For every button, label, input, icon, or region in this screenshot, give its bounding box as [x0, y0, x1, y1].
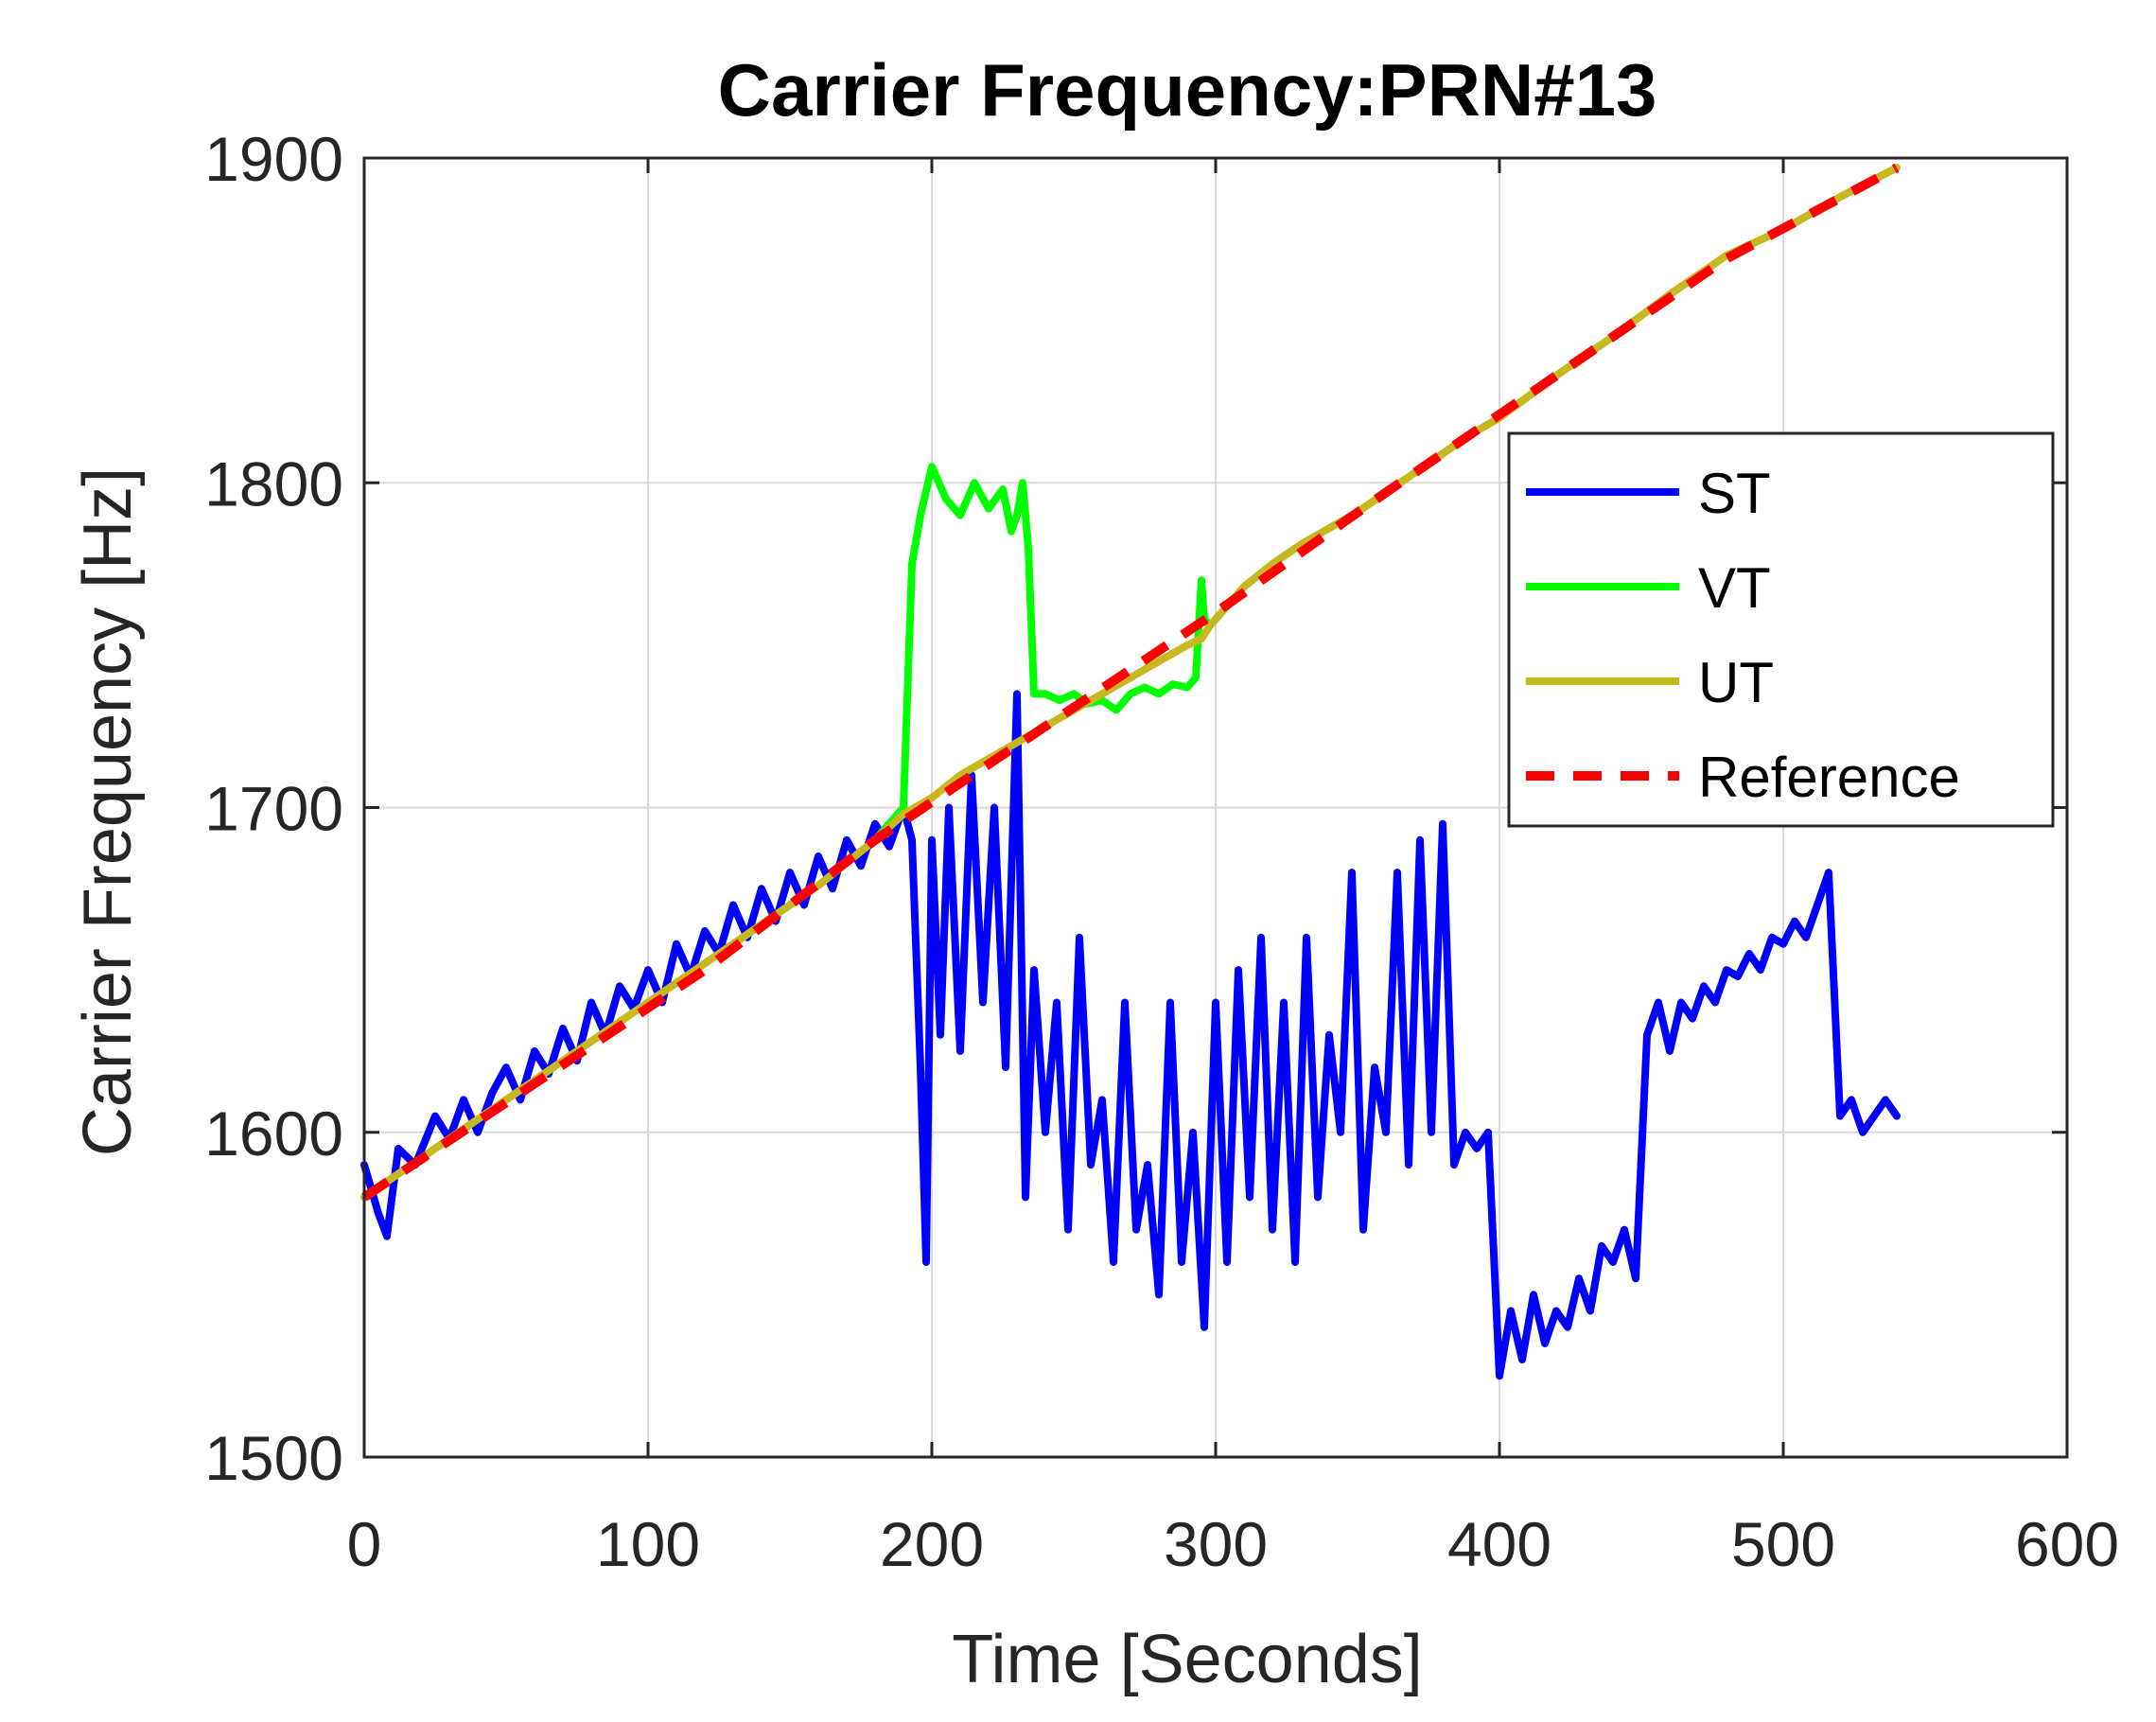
series-st-line [360, 690, 1901, 1380]
y-tick-label: 1900 [204, 124, 343, 194]
x-axis-label: Time [Seconds] [952, 1622, 1423, 1697]
y-tick-label: 1800 [204, 448, 343, 518]
y-axis-label: Carrier Frequency [Hz] [70, 467, 146, 1156]
chart-title: Carrier Frequency:PRN#13 [718, 48, 1657, 132]
x-tick-label: 300 [1164, 1509, 1268, 1579]
x-tick-label: 600 [2015, 1509, 2119, 1579]
tick-labels: 0 100 200 300 400 500 600 1500 1600 1700 1800 1900 [204, 124, 2119, 1579]
y-tick-label: 1500 [204, 1423, 343, 1493]
legend: ST VT UT Reference [1507, 431, 2055, 828]
legend-label-st: ST [1698, 462, 1771, 525]
series-ut-line [360, 164, 1901, 1202]
y-tick-label: 1700 [204, 774, 343, 844]
x-tick-label: 0 [347, 1509, 382, 1579]
x-tick-label: 400 [1447, 1509, 1551, 1579]
series-layer [360, 163, 1901, 1380]
legend-label-vt: VT [1698, 556, 1771, 620]
legend-label-ut: UT [1698, 651, 1774, 714]
x-tick-label: 200 [880, 1509, 984, 1579]
x-tick-label: 100 [596, 1509, 700, 1579]
y-tick-label: 1600 [204, 1098, 343, 1168]
series-reference-line [361, 163, 1900, 1202]
x-tick-label: 500 [1731, 1509, 1835, 1579]
legend-box [1507, 431, 2055, 828]
legend-label-reference: Reference [1698, 746, 1960, 809]
ticks [362, 156, 2069, 1459]
